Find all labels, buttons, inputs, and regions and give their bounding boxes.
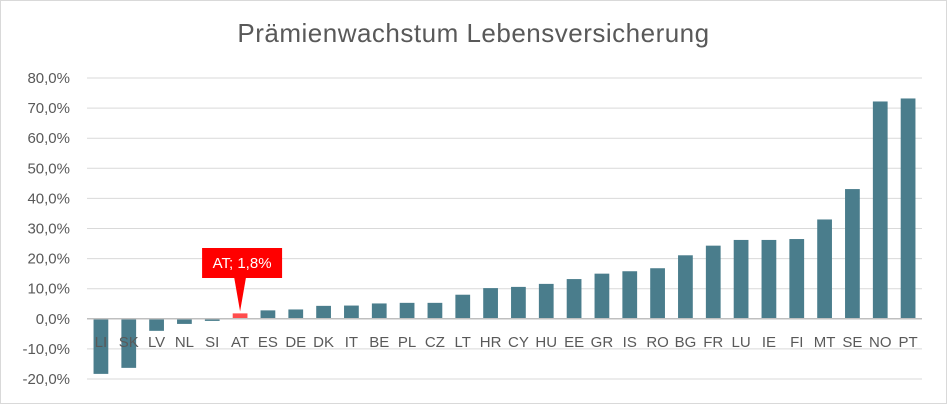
x-category-label: HU (535, 334, 557, 351)
callout-label: AT; 1,8% (213, 255, 272, 272)
x-category-label: IT (345, 334, 358, 351)
y-axis-tick-labels: -20,0% -10,0% 0,0% 10,0% 20,0% 30,0% 40,0% 50,0… (22, 70, 70, 388)
x-category-label: PL (398, 334, 416, 351)
y-tick-label: -20,0% (22, 371, 70, 388)
bar-de (288, 309, 304, 319)
bar-li (93, 318, 109, 374)
bar-pt (900, 98, 916, 319)
y-tick-label: 70,0% (27, 100, 70, 117)
bar-ro (650, 268, 665, 319)
y-tick-label: 30,0% (27, 221, 70, 238)
x-category-label: EE (564, 334, 584, 351)
x-category-label: LV (148, 334, 165, 351)
x-category-label: FI (790, 334, 803, 351)
bar-fr (705, 245, 721, 319)
x-category-label: HR (480, 334, 502, 351)
x-category-label: NO (869, 334, 892, 351)
x-category-label: MT (814, 334, 836, 351)
bars (93, 98, 916, 374)
bar-be (371, 303, 387, 319)
bar-lv (149, 318, 164, 331)
bar-sk (121, 318, 137, 368)
bar-bg (678, 255, 693, 319)
x-category-label: GR (591, 334, 614, 351)
x-category-label: IS (623, 334, 637, 351)
x-category-label: NL (175, 334, 194, 351)
y-tick-label: 0,0% (36, 311, 70, 328)
highlight-callout: AT; 1,8% (202, 248, 283, 312)
bar-fi (789, 239, 805, 319)
x-category-label: LT (455, 334, 471, 351)
bar-cy (511, 286, 526, 319)
y-tick-label: 60,0% (27, 130, 70, 147)
x-category-label: DE (285, 334, 306, 351)
bar-cz (427, 302, 443, 319)
bar-ie (761, 239, 777, 319)
bar-nl (177, 318, 192, 324)
y-tick-label: 40,0% (27, 190, 70, 207)
x-category-label: LU (731, 334, 750, 351)
y-tick-label: -10,0% (22, 341, 70, 358)
bar-gr (594, 273, 610, 319)
bar-at (232, 313, 248, 319)
bar-hu (538, 283, 554, 319)
x-category-label: PT (898, 334, 917, 351)
x-axis-category-labels: LI SK LV NL SI AT ES DE DK IT BE PL CZ LT HR CY HU EE GR IS… (95, 334, 918, 351)
bar-it (344, 305, 359, 319)
bar-mt (817, 219, 832, 319)
y-tick-label: 20,0% (27, 251, 70, 268)
bar-pl (399, 302, 415, 319)
bar-si (204, 318, 220, 321)
gridlines (87, 77, 922, 380)
bar-no (872, 101, 888, 319)
x-category-label: CZ (425, 334, 445, 351)
x-category-label: AT (231, 334, 249, 351)
x-category-label: LI (95, 334, 108, 351)
x-category-label: BE (369, 334, 389, 351)
y-tick-label: 80,0% (27, 70, 70, 87)
x-category-label: SI (205, 334, 219, 351)
bar-es (260, 310, 276, 319)
chart-title: Prämienwachstum Lebensversicherung (237, 18, 710, 48)
x-category-label: CY (508, 334, 529, 351)
y-tick-label: 10,0% (27, 281, 70, 298)
bar-dk (316, 305, 331, 319)
x-category-label: RO (646, 334, 669, 351)
x-category-label: BG (675, 334, 697, 351)
x-category-label: IE (762, 334, 776, 351)
bar-hr (483, 288, 498, 319)
x-category-label: SK (119, 334, 139, 351)
bar-ee (566, 279, 582, 319)
bar-lt (455, 294, 471, 319)
bar-is (622, 271, 638, 319)
bar-se (845, 189, 860, 319)
x-category-label: DK (313, 334, 334, 351)
x-category-label: FR (703, 334, 723, 351)
y-tick-label: 50,0% (27, 160, 70, 177)
callout-box (202, 248, 283, 278)
x-category-label: SE (842, 334, 862, 351)
bar-lu (733, 239, 749, 319)
x-category-label: ES (258, 334, 278, 351)
callout-pointer (234, 277, 247, 312)
